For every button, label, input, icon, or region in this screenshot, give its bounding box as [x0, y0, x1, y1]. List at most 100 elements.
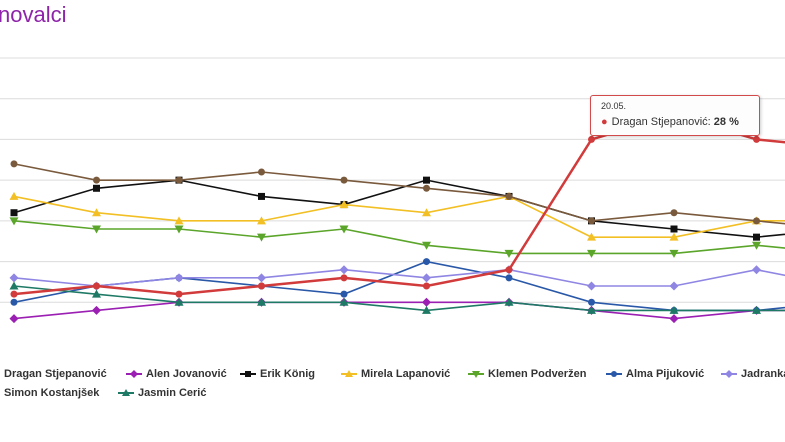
data-point[interactable] [505, 266, 513, 274]
data-point[interactable] [93, 282, 100, 290]
series-line [13, 195, 785, 238]
data-point[interactable] [9, 314, 19, 324]
series-mirela-lapanovi-[interactable] [9, 191, 785, 241]
data-point[interactable] [10, 160, 18, 168]
data-point[interactable] [257, 233, 266, 242]
legend-item[interactable]: Dragan Stjepanović [0, 368, 107, 380]
data-point[interactable] [669, 305, 679, 314]
legend-item[interactable]: Jasmin Cerić [118, 387, 206, 399]
data-point[interactable] [92, 208, 101, 217]
legend-item[interactable]: Klemen Podveržen [468, 368, 586, 380]
legend-label: Simon Kostanjšek [4, 387, 100, 399]
data-point[interactable] [587, 305, 596, 314]
legend-symbol [118, 389, 134, 396]
data-point[interactable] [339, 200, 349, 209]
data-point[interactable] [752, 305, 761, 314]
data-point[interactable] [9, 281, 19, 290]
data-point[interactable] [422, 208, 431, 217]
data-point[interactable] [339, 225, 349, 234]
series-jasmin-ceri-[interactable] [9, 281, 785, 314]
data-point[interactable] [10, 209, 18, 217]
data-point[interactable] [174, 225, 184, 234]
data-point[interactable] [669, 314, 679, 324]
data-point[interactable] [423, 184, 430, 192]
series-line [13, 163, 785, 225]
data-point[interactable] [423, 258, 430, 266]
data-point[interactable] [174, 297, 184, 306]
legend-symbol [341, 370, 357, 377]
data-point[interactable] [588, 217, 595, 225]
data-point[interactable] [257, 273, 266, 283]
data-point[interactable] [9, 191, 19, 200]
data-point[interactable] [587, 232, 596, 241]
data-point[interactable] [669, 281, 679, 291]
data-point[interactable] [93, 176, 100, 184]
data-point[interactable] [174, 273, 184, 283]
data-point[interactable] [753, 135, 760, 143]
legend-symbol [126, 370, 142, 378]
data-point[interactable] [340, 274, 348, 282]
data-point[interactable] [504, 297, 514, 306]
tooltip-date: 20.05. [601, 101, 627, 111]
data-point[interactable] [669, 232, 679, 241]
data-point[interactable] [339, 297, 349, 306]
data-point[interactable] [339, 265, 349, 275]
legend-item[interactable]: Alen Jovanović [126, 368, 227, 380]
data-point[interactable] [423, 176, 430, 184]
data-point[interactable] [174, 216, 184, 225]
data-point[interactable] [422, 273, 431, 283]
data-point[interactable] [752, 241, 761, 250]
data-point[interactable] [423, 282, 430, 290]
legend-item[interactable]: Alma Pijuković [606, 368, 704, 380]
legend-symbol [721, 370, 737, 378]
tooltip-value: 28 % [713, 116, 739, 128]
data-point[interactable] [92, 225, 101, 234]
data-point[interactable] [422, 297, 431, 307]
data-point[interactable] [258, 168, 265, 176]
data-point[interactable] [92, 289, 101, 298]
series-layer [9, 107, 785, 324]
data-point[interactable] [587, 249, 596, 258]
legend-symbol [468, 371, 484, 378]
legend-label: Alma Pijuković [626, 368, 705, 380]
data-point[interactable] [9, 217, 19, 226]
data-point[interactable] [670, 225, 678, 233]
data-point[interactable] [257, 216, 266, 225]
legend-symbol [606, 371, 622, 377]
data-point[interactable] [9, 273, 19, 283]
series-jadranka[interactable] [9, 265, 785, 291]
series-simon-kostanj-ek[interactable] [10, 160, 785, 232]
data-point[interactable] [422, 241, 431, 250]
data-point[interactable] [175, 290, 183, 298]
legend-label: Jadranka [741, 368, 785, 380]
legend-item[interactable]: Jadranka [721, 368, 785, 380]
data-point[interactable] [340, 290, 348, 298]
series-klemen-podver-en[interactable] [9, 217, 785, 258]
data-point[interactable] [753, 233, 760, 241]
legend-label: Mirela Lapanović [361, 368, 451, 380]
legend-item[interactable]: Mirela Lapanović [341, 368, 450, 380]
data-point[interactable] [93, 184, 100, 192]
data-point[interactable] [588, 298, 595, 306]
data-point[interactable] [670, 209, 678, 217]
data-point[interactable] [422, 305, 431, 314]
data-point[interactable] [588, 135, 595, 143]
data-point[interactable] [340, 176, 348, 184]
data-point[interactable] [92, 305, 101, 315]
data-point[interactable] [257, 297, 266, 306]
data-point[interactable] [587, 281, 596, 291]
legend-item[interactable]: Erik König [240, 368, 315, 380]
data-point[interactable] [258, 282, 265, 290]
data-point[interactable] [504, 249, 514, 258]
data-point[interactable] [669, 249, 679, 258]
data-point[interactable] [505, 274, 513, 282]
data-point[interactable] [505, 192, 513, 200]
data-point[interactable] [10, 290, 18, 298]
data-point[interactable] [258, 192, 265, 200]
data-point[interactable] [752, 265, 761, 275]
legend-item[interactable]: Simon Kostanjšek [0, 387, 99, 399]
data-point[interactable] [10, 298, 18, 306]
series-line [13, 113, 785, 296]
data-point[interactable] [753, 217, 760, 225]
data-point[interactable] [175, 176, 183, 184]
